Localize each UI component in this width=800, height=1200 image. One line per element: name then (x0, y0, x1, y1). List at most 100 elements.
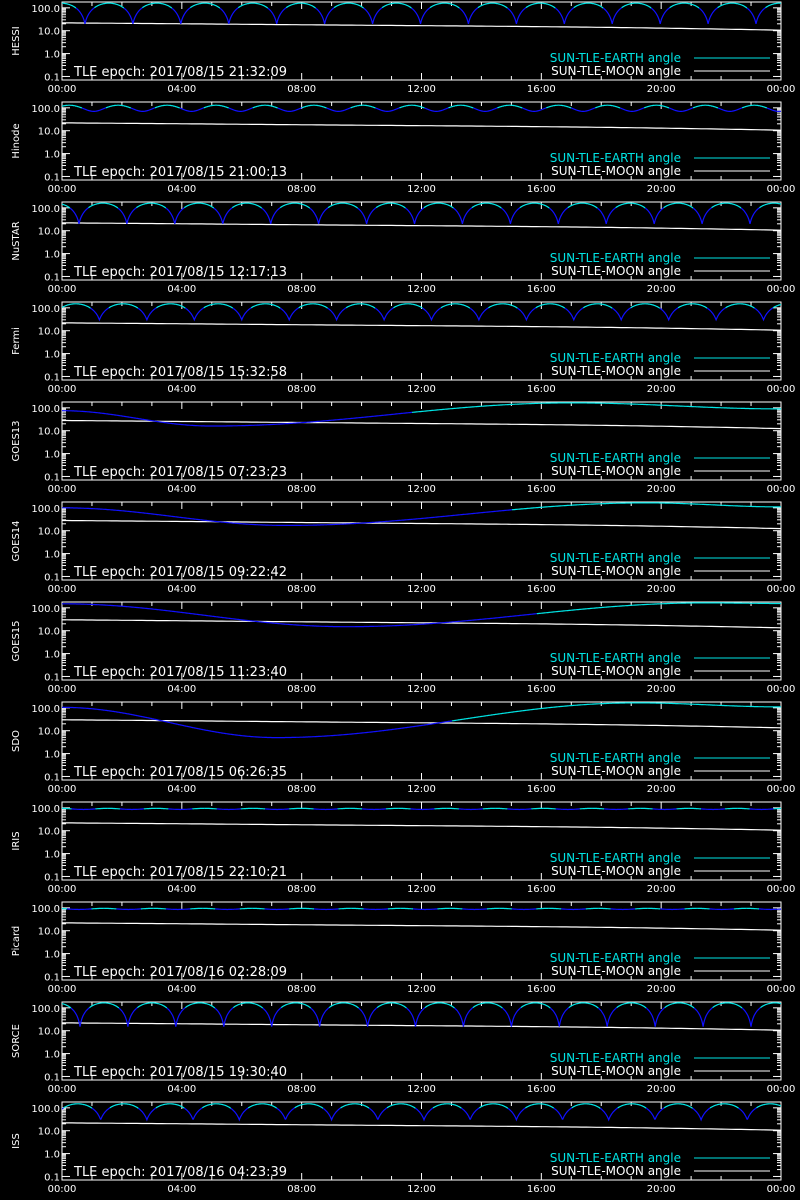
x-tick-label: 08:00 (287, 484, 316, 495)
chart-panel-fermi: 100.010.01.00.100:00 04:00 08:00 12:00 16:00… (11, 301, 795, 395)
y-tick-label: 1.0 (44, 750, 60, 761)
x-tick-label: 00:00 (48, 284, 77, 295)
x-tick-label: 04:00 (167, 1084, 196, 1095)
x-tick-label: 08:00 (287, 684, 316, 695)
sun-tle-earth-series (183, 202, 215, 209)
sun-tle-earth-series (422, 307, 442, 322)
tle-epoch-label: TLE epoch: 2017/08/16 04:23:39 (73, 1165, 287, 1180)
x-tick-label: 00:00 (48, 184, 77, 195)
sun-tle-earth-series (511, 908, 537, 911)
sun-tle-earth-series (698, 7, 718, 24)
legend-label-moon: SUN-TLE-MOON angle (551, 564, 681, 578)
y-tick-label: 100.0 (31, 1004, 60, 1015)
sun-tle-earth-series (553, 1107, 573, 1120)
sun-tle-earth-series (579, 807, 605, 810)
x-tick-label: 16:00 (527, 584, 556, 595)
sun-tle-earth-series (62, 1107, 64, 1110)
y-tick-label: 10.0 (38, 1127, 60, 1138)
y-tick-label: 100.0 (31, 304, 60, 315)
sun-tle-earth-series (62, 203, 71, 209)
sun-tle-earth-series (602, 7, 623, 24)
sun-tle-earth-series (62, 2, 77, 9)
sun-tle-earth-series (327, 307, 347, 322)
y-tick-label: 0.1 (44, 1172, 60, 1183)
y-axis-title: GOES14 (11, 520, 22, 561)
sun-tle-earth-series (597, 1007, 618, 1027)
sun-tle-earth-series (511, 502, 781, 511)
sun-tle-earth-series (760, 1002, 781, 1009)
sun-tle-earth-series (358, 1007, 378, 1027)
sun-tle-earth-series (89, 1002, 120, 1009)
sun-tle-earth-series (337, 807, 363, 810)
sun-tle-earth-series (298, 303, 328, 309)
x-tick-label: 04:00 (167, 884, 196, 895)
sun-tle-earth-series (289, 807, 314, 810)
sun-tle-earth-series (192, 807, 217, 810)
sun-tle-earth-series (659, 307, 679, 322)
y-tick-label: 1.0 (44, 250, 60, 261)
x-tick-label: 16:00 (527, 1184, 556, 1195)
sun-tle-earth-series (628, 807, 653, 810)
x-tick-label: 04:00 (167, 484, 196, 495)
sun-tle-earth-series (454, 1007, 474, 1027)
y-tick-label: 10.0 (38, 727, 60, 738)
sun-tle-earth-series (756, 1103, 781, 1109)
x-tick-label: 00:00 (48, 484, 77, 495)
sun-tle-earth-series (604, 808, 629, 811)
sun-tle-earth-series (136, 202, 167, 209)
sun-tle-earth-series (166, 1007, 186, 1027)
x-tick-label: 00:00 (767, 1184, 796, 1195)
sun-tle-earth-series (692, 104, 719, 109)
sun-tle-earth-series (669, 2, 700, 9)
sun-tle-earth-series (130, 107, 156, 113)
sun-tle-earth-series (264, 908, 290, 911)
sun-tle-earth-series (405, 207, 425, 224)
sun-tle-earth-series (313, 808, 338, 811)
x-tick-label: 20:00 (647, 484, 676, 495)
x-tick-label: 08:00 (287, 1184, 316, 1195)
sun-tle-earth-series (453, 207, 473, 224)
x-tick-label: 20:00 (647, 384, 676, 395)
y-tick-label: 1.0 (44, 1150, 60, 1161)
sun-tle-earth-series (265, 808, 290, 811)
x-tick-label: 00:00 (48, 684, 77, 695)
sun-tle-earth-series (663, 1103, 693, 1109)
tle-epoch-label: TLE epoch: 2017/08/15 06:26:35 (73, 765, 287, 780)
y-tick-label: 100.0 (31, 504, 60, 515)
legend-label-moon: SUN-TLE-MOON angle (551, 1064, 681, 1078)
sun-tle-earth-series (310, 1007, 330, 1027)
x-tick-label: 00:00 (767, 784, 796, 795)
chart-panel-iris: 100.010.01.00.100:00 04:00 08:00 12:00 16:00… (11, 801, 796, 895)
sun-tle-earth-series (448, 104, 474, 109)
sun-tle-earth-series (250, 303, 281, 309)
sun-tle-earth-series (143, 807, 169, 810)
sun-tle-earth-series (643, 104, 670, 109)
y-tick-label: 0.1 (44, 572, 60, 583)
x-tick-label: 20:00 (647, 984, 676, 995)
tle-epoch-label: TLE epoch: 2017/08/15 15:32:58 (73, 365, 287, 380)
x-tick-label: 16:00 (527, 184, 556, 195)
x-tick-label: 00:00 (767, 584, 796, 595)
chart-panel-sorce: 100.010.01.00.100:00 04:00 08:00 12:00 16:00… (11, 1001, 795, 1095)
x-tick-label: 00:00 (48, 984, 77, 995)
sun-tle-earth-series (156, 303, 186, 309)
x-tick-label: 16:00 (527, 784, 556, 795)
x-tick-label: 00:00 (48, 84, 77, 95)
chart-panel-goes13: 100.010.01.00.100:00 04:00 08:00 12:00 16:00… (11, 401, 795, 495)
chart-panel-iss: 100.010.01.00.100:00 04:00 08:00 12:00 16:00… (11, 1101, 796, 1195)
y-tick-label: 100.0 (31, 404, 60, 415)
sun-tle-earth-series (62, 807, 72, 810)
sun-tle-earth-series (326, 107, 351, 113)
sun-tle-earth-series (138, 1107, 157, 1122)
sun-tle-earth-series (759, 202, 781, 209)
sun-tle-earth-series (168, 808, 193, 811)
sun-tle-earth-series (652, 808, 677, 811)
x-tick-label: 00:00 (767, 884, 796, 895)
sun-tle-earth-series (482, 807, 508, 810)
y-tick-label: 100.0 (31, 204, 60, 215)
chart-panel-picard: 100.010.01.00.100:00 04:00 08:00 12:00 16:00… (11, 901, 795, 995)
x-tick-label: 08:00 (287, 584, 316, 595)
sun-tle-earth-series (140, 907, 166, 910)
sun-tle-earth-series (413, 908, 438, 911)
